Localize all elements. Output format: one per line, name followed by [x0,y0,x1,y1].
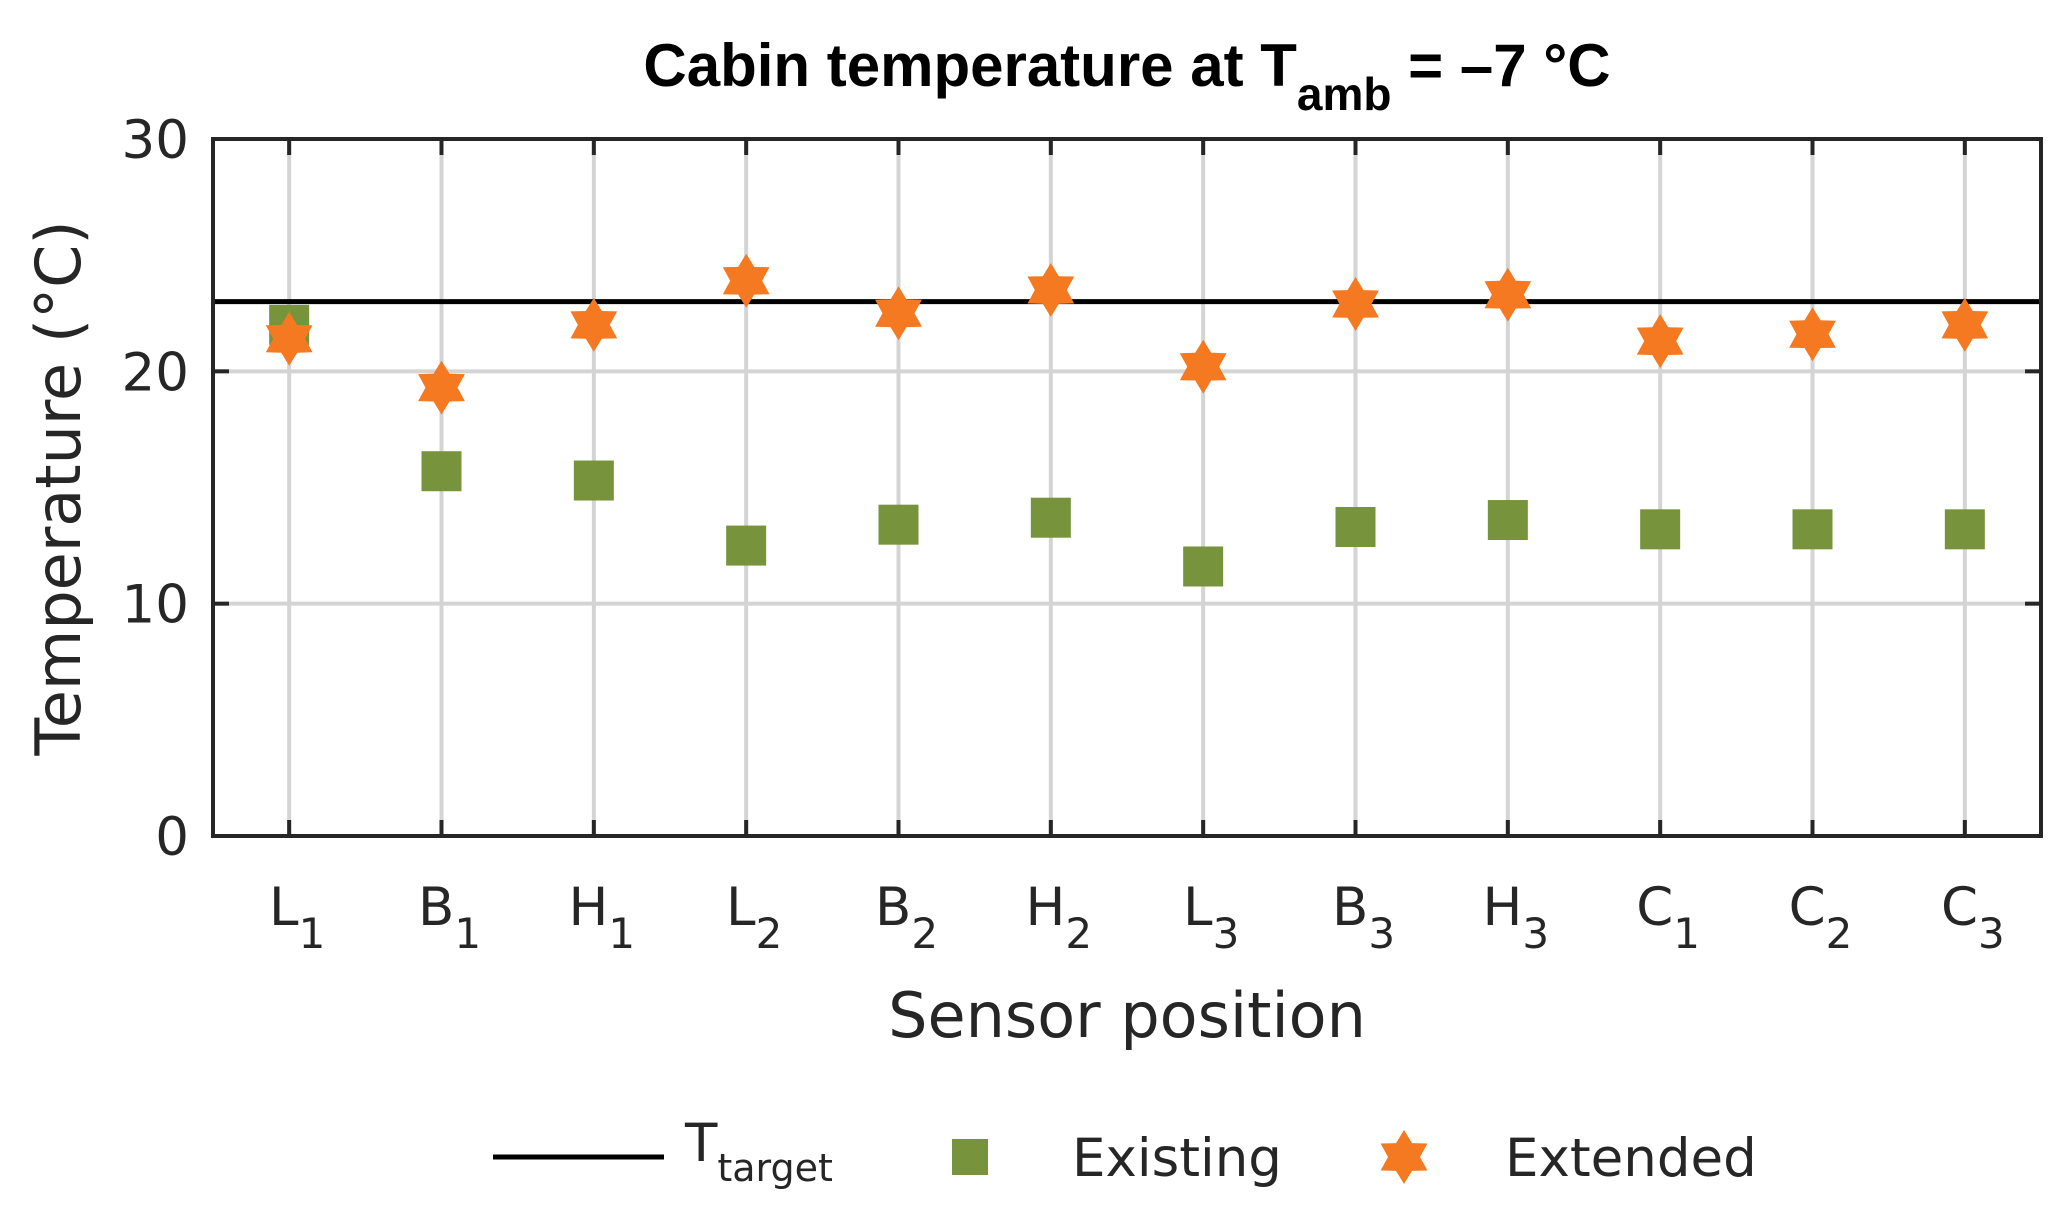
x-tick-label-subscript: 1 [299,909,326,958]
chart-title-suffix: = –7 °C [1391,32,1610,99]
extended-point [570,297,618,352]
y-axis-label: Temperature (°C) [22,220,95,756]
x-tick-label-subscript: 3 [1213,909,1240,958]
existing-point [1335,506,1376,547]
existing-point [573,460,614,501]
legend-reference-label: Ttarget [684,1113,833,1190]
x-tick-label-base: L [269,877,299,938]
x-tick-label-base: B [418,877,454,938]
extended-point [418,360,465,415]
x-tick-label: H3 [1483,877,1550,958]
x-tick-label-subscript: 2 [911,909,938,958]
x-tick-label: B2 [875,877,938,958]
x-tick-label-subscript: 2 [756,909,783,958]
x-tick-label: L2 [726,877,782,958]
y-tick-label: 20 [122,342,189,403]
x-tick-label: B1 [418,877,481,958]
existing-point [1640,509,1681,550]
existing-point [1792,509,1833,550]
legend-reference-subscript: target [717,1146,833,1190]
x-tick-label: C2 [1789,877,1853,958]
x-tick-label-subscript: 3 [1978,909,2005,958]
existing-point [1030,497,1071,538]
x-tick-label-base: C [1789,877,1826,938]
x-tick-label-subscript: 1 [1673,909,1700,958]
extended-point [1636,314,1684,369]
x-tick-label-subscript: 1 [608,909,635,958]
plot-frame [211,137,2043,838]
extended-point [1941,297,1989,352]
extended-point [1789,307,1836,362]
extended-point [1484,267,1532,322]
x-tick-label: H1 [569,877,636,958]
x-tick-label-base: B [1332,877,1368,938]
x-tick-label: C1 [1636,877,1700,958]
existing-point [726,525,767,566]
x-tick-label-base: L [726,877,756,938]
x-tick-label-subscript: 2 [1065,909,1092,958]
data-layer [265,253,1989,587]
x-tick-label: H2 [1026,877,1093,958]
x-tick-label-base: H [1026,877,1066,938]
x-tick-label-base: H [569,877,609,938]
y-tick-layer: 0 10 20 30 [122,110,2041,868]
extended-point [1027,263,1075,317]
x-tick-layer: L1 B1 H1 L2 B2 H2 L3 B3 H3 C1 C2 C3 [269,139,2005,958]
extended-point [1179,339,1227,394]
existing-point [421,451,462,492]
extended-point [722,253,770,308]
x-tick-label: C3 [1941,877,2005,958]
x-tick-label: L1 [269,877,325,958]
existing-point [1183,546,1224,587]
existing-point [878,504,919,545]
grid-layer [213,139,2041,836]
legend-extended-label: Extended [1505,1128,1757,1189]
x-tick-label-subscript: 1 [454,909,481,958]
x-axis-label: Sensor position [888,979,1366,1052]
x-tick-label-base: H [1483,877,1523,938]
x-tick-label-base: L [1183,877,1213,938]
legend-reference-base: T [684,1113,718,1174]
x-tick-label-base: C [1941,877,1978,938]
extended-point [265,311,313,366]
legend: Ttarget Existing Extended [493,1113,1757,1190]
x-tick-label: L3 [1183,877,1239,958]
legend-existing-marker [952,1139,988,1175]
legend-extended-marker [1380,1130,1428,1184]
x-tick-label-base: C [1636,877,1673,938]
existing-point [1944,509,1985,550]
extended-point [875,286,922,341]
y-tick-label: 10 [122,575,189,636]
x-tick-label-base: B [875,877,911,938]
existing-point [1487,500,1528,541]
y-tick-label: 0 [155,807,189,868]
x-tick-label-subscript: 3 [1368,909,1395,958]
legend-existing-label: Existing [1072,1128,1282,1189]
chart-title-subscript: amb [1297,68,1392,120]
chart-title: Cabin temperature at Tamb = –7 °C [643,32,1610,120]
chart-title-main: Cabin temperature at T [643,32,1296,99]
x-tick-label: B3 [1332,877,1395,958]
y-tick-label: 30 [122,110,189,171]
extended-point [1332,277,1379,331]
x-tick-label-subscript: 2 [1826,909,1853,958]
x-tick-label-subscript: 3 [1522,909,1549,958]
